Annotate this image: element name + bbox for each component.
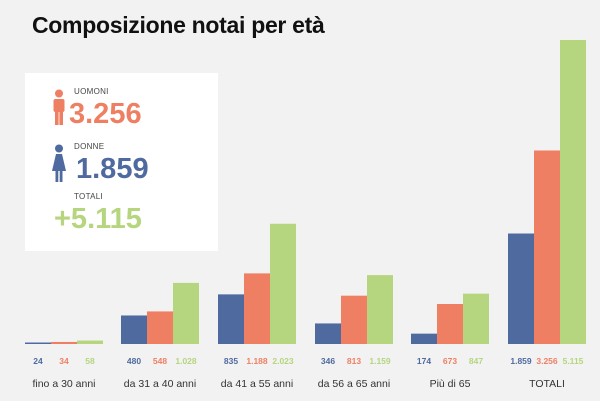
category-label-5: TOTALI xyxy=(529,378,565,390)
data-label-total-5: 5.115 xyxy=(563,356,584,366)
data-label-women-4: 174 xyxy=(417,356,431,366)
bar-men-0 xyxy=(51,341,77,344)
data-label-men-0: 34 xyxy=(59,356,69,366)
legend-card: UOMONI 3.256 DONNE 1.859 TOTALI +5.115 xyxy=(25,73,218,251)
bar-total-0 xyxy=(77,340,103,344)
data-label-total-3: 1.159 xyxy=(369,356,391,366)
category-label-4: Più di 65 xyxy=(430,378,471,390)
bar-total-2 xyxy=(270,223,296,344)
data-label-men-2: 1.188 xyxy=(246,356,268,366)
total-value: +5.115 xyxy=(54,203,142,235)
bar-women-5 xyxy=(508,233,534,344)
data-label-total-4: 847 xyxy=(469,356,483,366)
woman-icon xyxy=(52,144,66,182)
data-label-men-3: 813 xyxy=(347,356,361,366)
bar-men-5 xyxy=(534,150,560,344)
bar-women-2 xyxy=(218,294,244,344)
data-label-women-2: 835 xyxy=(224,356,238,366)
total-label: TOTALI xyxy=(74,192,104,201)
bar-total-1 xyxy=(173,282,199,344)
men-value: 3.256 xyxy=(69,98,142,130)
bar-men-4 xyxy=(437,304,463,344)
bar-total-4 xyxy=(463,293,489,344)
data-label-total-1: 1.028 xyxy=(175,356,197,366)
bar-total-5 xyxy=(560,40,586,344)
data-label-men-5: 3.256 xyxy=(536,356,558,366)
category-label-0: fino a 30 anni xyxy=(32,378,95,390)
data-label-total-2: 2.023 xyxy=(272,356,294,366)
women-value: 1.859 xyxy=(76,153,149,185)
data-label-men-4: 673 xyxy=(443,356,457,366)
men-label: UOMONI xyxy=(74,87,109,96)
category-label-3: da 56 a 65 anni xyxy=(318,378,390,390)
bar-women-1 xyxy=(121,315,147,344)
bar-men-2 xyxy=(244,273,270,344)
data-label-women-5: 1.859 xyxy=(510,356,532,366)
category-label-2: da 41 a 55 anni xyxy=(221,378,293,390)
women-label: DONNE xyxy=(74,142,105,151)
data-label-women-1: 480 xyxy=(127,356,141,366)
data-label-women-3: 346 xyxy=(321,356,335,366)
data-label-total-0: 58 xyxy=(85,356,95,366)
data-label-women-0: 24 xyxy=(33,356,43,366)
bar-men-1 xyxy=(147,311,173,344)
bar-women-4 xyxy=(411,333,437,344)
bar-women-0 xyxy=(25,342,51,344)
bar-women-3 xyxy=(315,323,341,344)
man-icon xyxy=(53,89,65,125)
bar-men-3 xyxy=(341,295,367,344)
category-label-1: da 31 a 40 anni xyxy=(124,378,196,390)
data-label-men-1: 548 xyxy=(153,356,167,366)
bar-total-3 xyxy=(367,275,393,344)
chart-title: Composizione notai per età xyxy=(32,12,325,38)
